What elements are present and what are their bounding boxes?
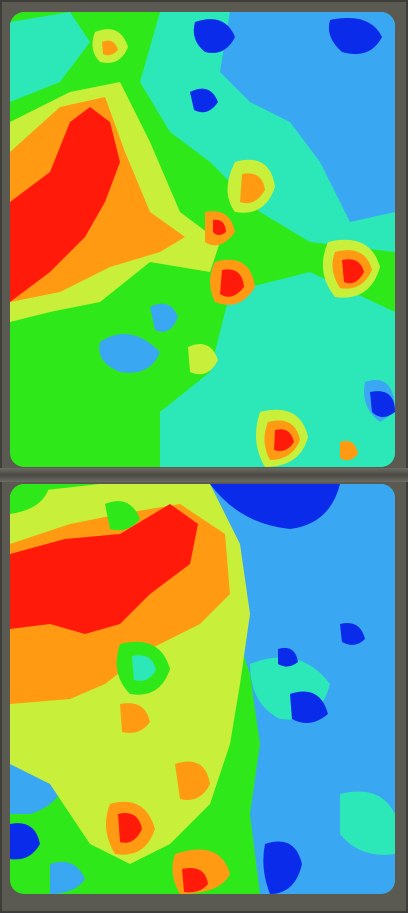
- top-center-red-2: [220, 269, 244, 297]
- top-red-lobe: [10, 107, 120, 302]
- top-thermal-map-svg: [10, 12, 395, 467]
- top-deep-blue-1: [193, 19, 235, 53]
- bottom-sky-left-low: [50, 861, 85, 894]
- top-deep-blue-2: [328, 18, 382, 55]
- bottom-deep-blue-left: [10, 823, 40, 860]
- top-deep-blue-4: [370, 391, 395, 417]
- bottom-deep-blue-top: [210, 484, 340, 529]
- bottom-orange-spot-2: [175, 761, 210, 800]
- top-aqua-upper-left: [10, 12, 90, 102]
- top-yellow-island: [188, 343, 218, 375]
- top-bottom-red: [274, 429, 294, 451]
- top-sky-left-blob: [99, 334, 160, 373]
- bottom-deep-blue-3: [340, 623, 365, 645]
- bottom-thermal-map: [10, 484, 395, 894]
- top-right-red: [342, 259, 364, 284]
- top-aqua-lower-right: [160, 272, 395, 467]
- top-deep-blue-3: [190, 88, 218, 113]
- top-thermal-map: [10, 12, 395, 467]
- bottom-green-corner: [10, 484, 50, 514]
- top-sky-small-blob: [150, 303, 178, 332]
- top-sky-upper: [220, 12, 395, 222]
- top-orange-island: [340, 440, 358, 461]
- panel-divider: [0, 468, 408, 482]
- top-center-orange: [240, 173, 265, 204]
- bottom-red-mass: [10, 504, 198, 634]
- top-orange-spot: [102, 40, 118, 56]
- top-center-red-1: [213, 219, 226, 235]
- right-margin: [408, 0, 415, 915]
- bottom-thermal-map-svg: [10, 484, 395, 894]
- bottom-aqua-mid: [132, 655, 156, 681]
- bottom-red-spot-1: [118, 813, 142, 843]
- bottom-red-spot-3: [182, 868, 208, 893]
- bottom-deep-blue-5: [263, 841, 302, 894]
- bottom-green-island: [105, 501, 140, 531]
- bottom-orange-spot-4: [120, 703, 150, 733]
- bottom-aqua-blob-2: [340, 791, 395, 855]
- bottom-deep-blue-2: [290, 691, 328, 723]
- bottom-deep-blue-4: [278, 647, 298, 667]
